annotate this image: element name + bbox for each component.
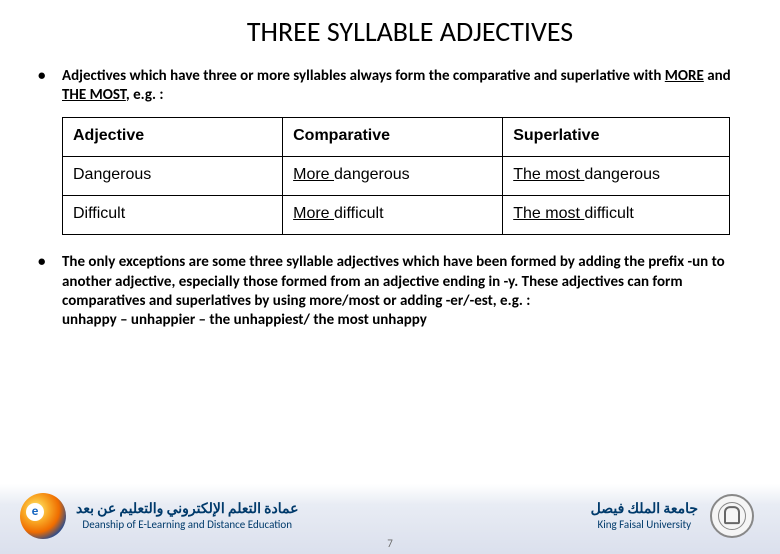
footer-right: جامعة الملك فيصل King Faisal University <box>591 494 754 538</box>
table-row: Dangerous More dangerous The most danger… <box>63 157 730 196</box>
th-adjective: Adjective <box>63 118 283 157</box>
b2-line2: unhappy – unhappier – the unhappiest/ th… <box>62 311 427 329</box>
cell-comp-1-t: dangerous <box>334 166 410 183</box>
th-comparative: Comparative <box>283 118 503 157</box>
elearning-logo-icon <box>20 493 66 539</box>
cell-sup-2-t: difficult <box>584 205 634 222</box>
b1-mid: and <box>704 67 731 85</box>
cell-sup-1-u: The most <box>513 166 584 183</box>
cell-adj-2: Difficult <box>63 196 283 235</box>
b1-pre: Adjectives which have three or more syll… <box>62 67 665 85</box>
university-logo-icon <box>710 494 754 538</box>
bullet-marker: • <box>38 67 62 105</box>
footer-right-en: King Faisal University <box>597 518 691 532</box>
slide-title: THREE SYLLABLE ADJECTIVES <box>40 14 780 49</box>
cell-adj-1: Dangerous <box>63 157 283 196</box>
cell-comp-2-t: difficult <box>334 205 384 222</box>
table-row: Difficult More difficult The most diffic… <box>63 196 730 235</box>
b2-main: The only exceptions are some three sylla… <box>62 253 725 309</box>
b1-u2: THE MOST <box>62 86 126 104</box>
bullet-marker: • <box>38 253 62 330</box>
bullet-2-text: The only exceptions are some three sylla… <box>62 253 732 330</box>
footer-left: عمادة التعلم الإلكتروني والتعليم عن بعد … <box>20 493 298 539</box>
footer-left-ar: عمادة التعلم الإلكتروني والتعليم عن بعد <box>76 500 298 518</box>
cell-comp-2: More difficult <box>283 196 503 235</box>
b1-post: , e.g. : <box>126 86 164 104</box>
footer-right-ar: جامعة الملك فيصل <box>591 500 698 518</box>
cell-comp-2-u: More <box>293 205 334 222</box>
cell-sup-2-u: The most <box>513 205 584 222</box>
table-header-row: Adjective Comparative Superlative <box>63 118 730 157</box>
page-number: 7 <box>387 537 393 550</box>
th-superlative: Superlative <box>503 118 730 157</box>
cell-comp-1-u: More <box>293 166 334 183</box>
cell-sup-1-t: dangerous <box>584 166 660 183</box>
footer-left-en: Deanship of E-Learning and Distance Educ… <box>82 518 292 532</box>
footer-left-text: عمادة التعلم الإلكتروني والتعليم عن بعد … <box>76 500 298 531</box>
bullet-1-text: Adjectives which have three or more syll… <box>62 67 732 105</box>
cell-sup-1: The most dangerous <box>503 157 730 196</box>
cell-sup-2: The most difficult <box>503 196 730 235</box>
adjectives-table: Adjective Comparative Superlative Danger… <box>62 117 730 235</box>
bullet-2: • The only exceptions are some three syl… <box>0 253 780 330</box>
b1-u1: MORE <box>665 67 704 85</box>
footer-right-text: جامعة الملك فيصل King Faisal University <box>591 500 698 531</box>
bullet-1: • Adjectives which have three or more sy… <box>0 67 780 105</box>
slide-footer: عمادة التعلم الإلكتروني والتعليم عن بعد … <box>0 484 780 554</box>
cell-comp-1: More dangerous <box>283 157 503 196</box>
